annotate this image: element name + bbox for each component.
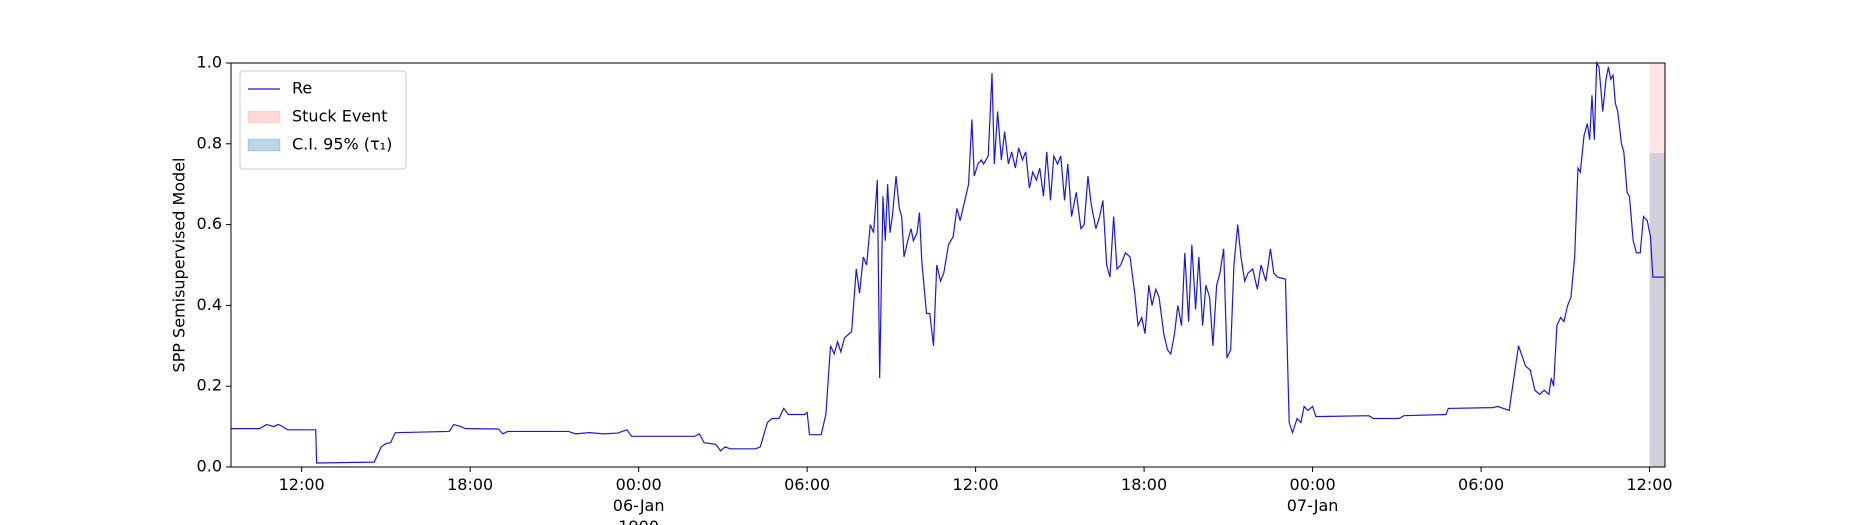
legend-swatch xyxy=(247,138,281,152)
legend-label: Stuck Event xyxy=(292,107,388,126)
y-tick-label: 1.0 xyxy=(197,53,222,72)
y-tick-label: 0.6 xyxy=(197,214,222,233)
x-tick-label: 00:00 06-Jan 1900 xyxy=(612,475,665,525)
span xyxy=(1649,153,1665,468)
legend-label: C.I. 95% (τ₁) xyxy=(292,135,392,154)
x-tick-label: 06:00 xyxy=(1458,475,1505,494)
series-line xyxy=(231,60,1665,464)
x-tick-label: 00:00 07-Jan xyxy=(1286,475,1339,515)
x-tick-label: 18:00 xyxy=(1121,475,1168,494)
span xyxy=(1649,63,1665,467)
y-tick-label: 0.2 xyxy=(197,376,222,395)
x-tick-label: 12:00 xyxy=(278,475,325,494)
x-tick-label: 06:00 xyxy=(784,475,831,494)
x-tick-label: 18:00 xyxy=(447,475,494,494)
legend: Re Stuck Event C.I. 95% (τ₁) xyxy=(239,70,407,170)
x-tick-label: 12:00 xyxy=(952,475,999,494)
legend-label: Re xyxy=(292,79,312,98)
y-axis-label: SPP Semisupervised Model xyxy=(170,158,189,373)
legend-swatch xyxy=(247,110,281,124)
y-tick-label: 0.8 xyxy=(197,133,222,152)
plot-frame xyxy=(230,62,1666,468)
y-tick-label: 0.0 xyxy=(197,457,222,476)
x-tick-label: 12:00 xyxy=(1626,475,1673,494)
y-tick-label: 0.4 xyxy=(197,295,222,314)
legend-frame xyxy=(239,70,407,170)
